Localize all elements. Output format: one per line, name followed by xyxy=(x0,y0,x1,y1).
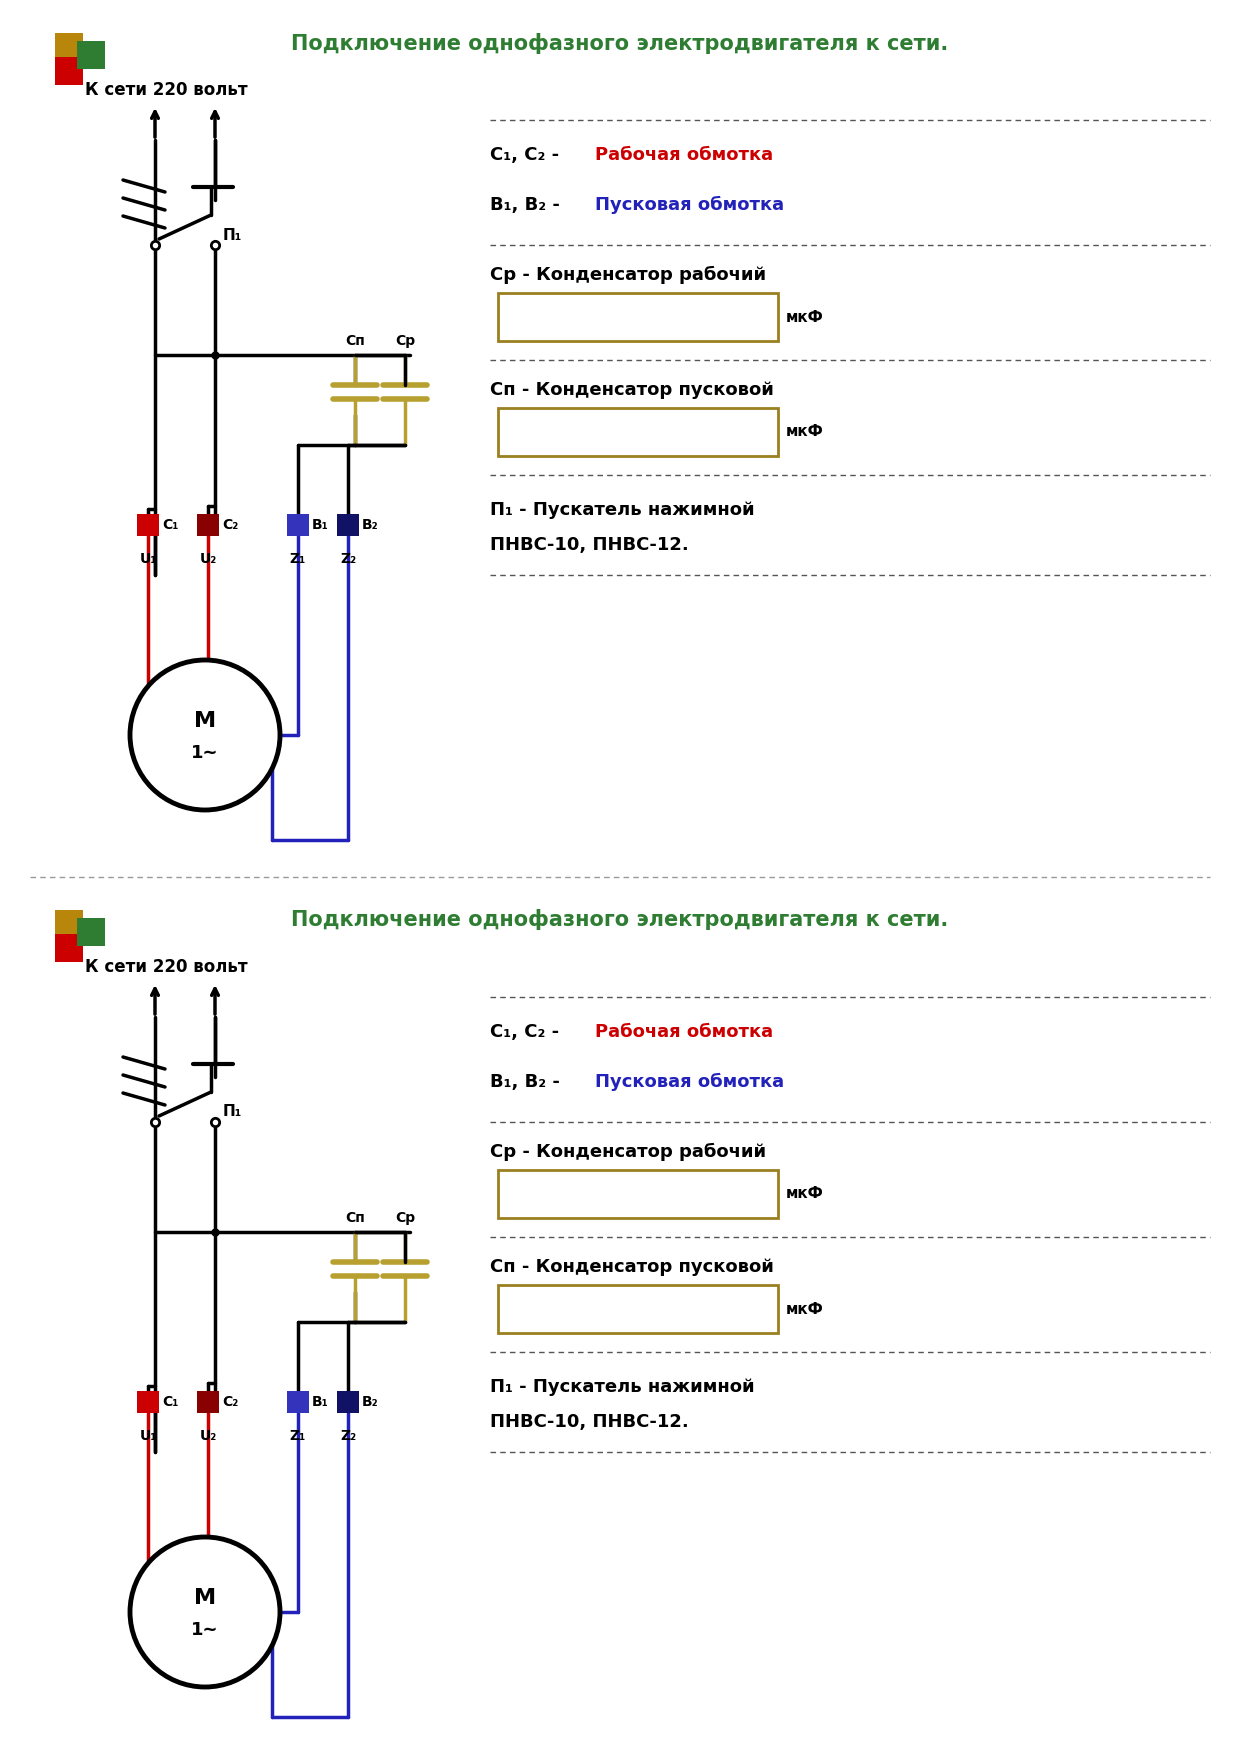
Text: B₂: B₂ xyxy=(362,1394,378,1408)
Text: U₁: U₁ xyxy=(139,553,156,567)
Bar xyxy=(498,293,777,340)
Text: Ср - Конденсатор рабочий: Ср - Конденсатор рабочий xyxy=(490,267,766,284)
Text: П₁ - Пускатель нажимной: П₁ - Пускатель нажимной xyxy=(490,1379,755,1396)
Text: Z₂: Z₂ xyxy=(340,1430,356,1444)
Bar xyxy=(286,514,309,537)
Text: Сп: Сп xyxy=(345,333,365,347)
Text: U₂: U₂ xyxy=(200,553,217,567)
Bar xyxy=(286,1391,309,1414)
Text: С₁: С₁ xyxy=(162,1394,179,1408)
Text: Рабочая обмотка: Рабочая обмотка xyxy=(595,146,773,165)
Text: мкФ: мкФ xyxy=(786,1186,823,1201)
Text: П₁: П₁ xyxy=(223,228,242,242)
Text: ПНВС-10, ПНВС-12.: ПНВС-10, ПНВС-12. xyxy=(490,537,688,554)
Text: С₁, С₂ -: С₁, С₂ - xyxy=(490,146,565,165)
Text: U₁: U₁ xyxy=(139,1430,156,1444)
Text: Сп - Конденсатор пусковой: Сп - Конденсатор пусковой xyxy=(490,1258,774,1275)
Text: С₁: С₁ xyxy=(162,517,179,531)
Bar xyxy=(55,933,83,961)
Bar xyxy=(136,1391,159,1414)
Text: B₁, B₂ -: B₁, B₂ - xyxy=(490,1073,567,1091)
Bar xyxy=(498,409,777,456)
Text: Ср: Ср xyxy=(394,1210,415,1224)
Text: B₁: B₁ xyxy=(312,1394,329,1408)
Text: Сп: Сп xyxy=(345,1210,365,1224)
Bar xyxy=(77,40,105,68)
Text: Рабочая обмотка: Рабочая обмотка xyxy=(595,1023,773,1042)
Text: К сети 220 вольт: К сети 220 вольт xyxy=(86,958,248,975)
Bar xyxy=(337,1391,360,1414)
Circle shape xyxy=(130,1537,280,1687)
Text: Z₁: Z₁ xyxy=(290,1430,306,1444)
Text: С₂: С₂ xyxy=(222,1394,238,1408)
Text: С₁, С₂ -: С₁, С₂ - xyxy=(490,1023,565,1042)
Bar xyxy=(498,1286,777,1333)
Bar xyxy=(197,1391,219,1414)
Bar xyxy=(337,514,360,537)
Bar xyxy=(55,56,83,84)
Bar xyxy=(197,514,219,537)
Text: B₁: B₁ xyxy=(312,517,329,531)
Text: M: M xyxy=(193,710,216,731)
Text: Z₁: Z₁ xyxy=(290,553,306,567)
Text: П₁: П₁ xyxy=(223,1105,242,1119)
Text: С₂: С₂ xyxy=(222,517,238,531)
Text: Подключение однофазного электродвигателя к сети.: Подключение однофазного электродвигателя… xyxy=(291,33,949,54)
Text: U₂: U₂ xyxy=(200,1430,217,1444)
Text: Сп - Конденсатор пусковой: Сп - Конденсатор пусковой xyxy=(490,381,774,398)
Text: мкФ: мкФ xyxy=(786,309,823,324)
Text: мкФ: мкФ xyxy=(786,424,823,440)
Text: 1~: 1~ xyxy=(191,744,218,761)
Bar xyxy=(136,514,159,537)
Text: Пусковая обмотка: Пусковая обмотка xyxy=(595,1073,784,1091)
Text: 1~: 1~ xyxy=(191,1621,218,1638)
Text: К сети 220 вольт: К сети 220 вольт xyxy=(86,81,248,98)
Text: Подключение однофазного электродвигателя к сети.: Подключение однофазного электродвигателя… xyxy=(291,910,949,931)
Text: П₁ - Пускатель нажимной: П₁ - Пускатель нажимной xyxy=(490,502,755,519)
Bar xyxy=(498,1170,777,1217)
Text: B₂: B₂ xyxy=(362,517,378,531)
Text: Z₂: Z₂ xyxy=(340,553,356,567)
Text: Ср: Ср xyxy=(394,333,415,347)
Text: ПНВС-10, ПНВС-12.: ПНВС-10, ПНВС-12. xyxy=(490,1414,688,1431)
Text: мкФ: мкФ xyxy=(786,1301,823,1317)
Text: Пусковая обмотка: Пусковая обмотка xyxy=(595,196,784,214)
Text: M: M xyxy=(193,1587,216,1608)
Bar xyxy=(77,917,105,945)
Circle shape xyxy=(130,660,280,810)
Bar xyxy=(55,910,83,938)
Bar xyxy=(55,33,83,61)
Text: Ср - Конденсатор рабочий: Ср - Конденсатор рабочий xyxy=(490,1144,766,1161)
Text: B₁, B₂ -: B₁, B₂ - xyxy=(490,196,567,214)
